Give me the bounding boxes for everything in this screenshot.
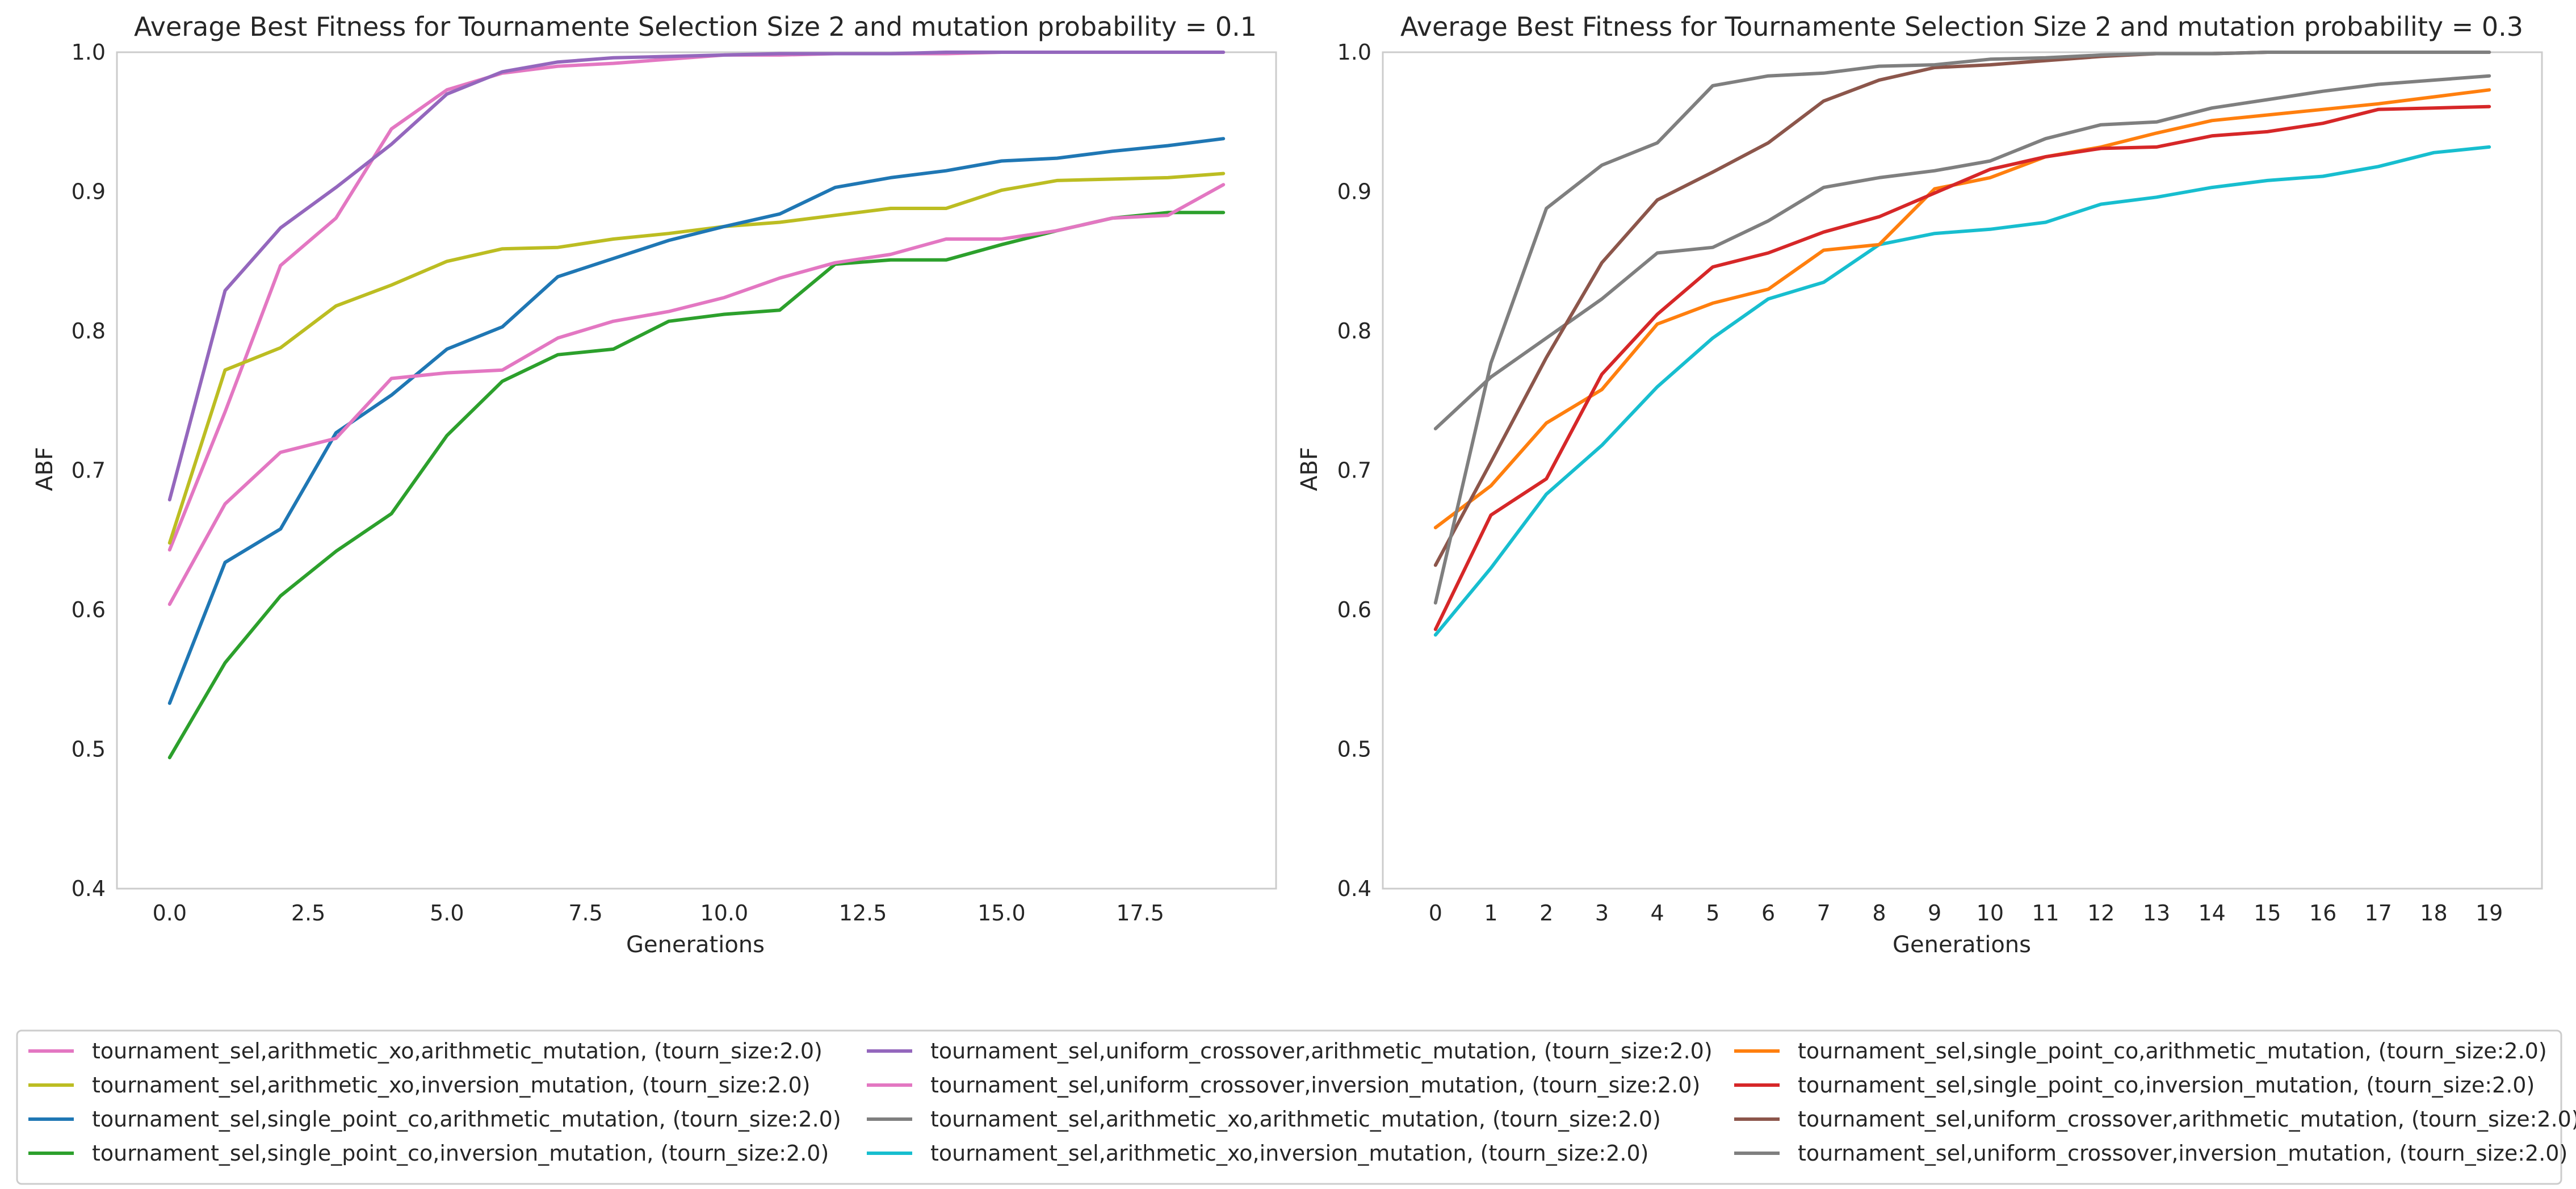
right-chart-title: Average Best Fitness for Tournamente Sel…	[1400, 11, 2523, 42]
legend-label: tournament_sel,uniform_crossover,inversi…	[930, 1073, 1700, 1098]
right-chart-xtick-label: 16	[2309, 901, 2336, 926]
left-chart-xtick-label: 7.5	[568, 901, 602, 926]
right-chart-series-line-4	[1433, 104, 2491, 631]
right-chart-series-line-3	[1433, 88, 2491, 530]
left-chart-ytick-label: 0.5	[72, 737, 106, 762]
legend-label: tournament_sel,single_point_co,inversion…	[92, 1141, 829, 1166]
right-chart-xtick-label: 11	[2032, 901, 2059, 926]
right-chart-xtick-label: 4	[1651, 901, 1664, 926]
left-chart-xtick-label: 5.0	[430, 901, 464, 926]
right-chart-xtick-label: 10	[1977, 901, 2004, 926]
right-chart-xtick-label: 3	[1595, 901, 1609, 926]
left-chart-series-line-2	[167, 171, 1226, 545]
legend-label: tournament_sel,uniform_crossover,arithme…	[1798, 1107, 2576, 1132]
left-chart-xtick-label: 12.5	[839, 901, 887, 926]
left-chart-series-line-6	[167, 183, 1226, 606]
left-chart-ytick-label: 0.4	[72, 876, 106, 901]
right-chart-xtick-label: 17	[2365, 901, 2392, 926]
left-chart-ytick-label: 0.9	[72, 179, 106, 204]
left-chart-ytick-label: 0.6	[72, 597, 106, 622]
right-chart-ytick-label: 0.8	[1337, 319, 1371, 344]
right-chart-xtick-label: 13	[2143, 901, 2170, 926]
left-chart-xtick-label: 17.5	[1116, 901, 1164, 926]
left-chart-ytick-label: 0.8	[72, 319, 106, 344]
right-chart-xtick-label: 8	[1872, 901, 1886, 926]
right-chart-xlabel: Generations	[1893, 932, 2031, 958]
right-chart-ytick-label: 0.6	[1337, 597, 1371, 622]
left-chart-ylabel: ABF	[32, 447, 58, 491]
right-chart-ytick-label: 0.5	[1337, 737, 1371, 762]
left-chart-xtick-label: 0.0	[153, 901, 187, 926]
right-chart-frame	[1382, 51, 2543, 890]
right-chart-xtick-label: 12	[2087, 901, 2114, 926]
right-chart-xtick-label: 1	[1484, 901, 1497, 926]
right-chart-series-line-6	[1433, 51, 2491, 605]
legend-label: tournament_sel,arithmetic_xo,inversion_m…	[92, 1073, 811, 1098]
legend-frame	[16, 1029, 2562, 1185]
right-chart-xtick-label: 0	[1429, 901, 1442, 926]
left-chart-title: Average Best Fitness for Tournamente Sel…	[134, 11, 1257, 42]
left-chart-frame	[116, 51, 1277, 890]
legend-label: tournament_sel,arithmetic_xo,arithmetic_…	[930, 1107, 1661, 1132]
left-chart-xlabel: Generations	[626, 932, 765, 958]
legend-label: tournament_sel,arithmetic_xo,inversion_m…	[930, 1141, 1649, 1166]
legend-label: tournament_sel,uniform_crossover,inversi…	[1798, 1141, 2567, 1166]
right-chart-ytick-label: 0.7	[1337, 458, 1371, 483]
left-chart-series-line-1	[167, 51, 1226, 552]
right-chart-xtick-label: 5	[1706, 901, 1719, 926]
right-chart: Average Best Fitness for Tournamente Sel…	[1297, 11, 2543, 958]
right-chart-xtick-label: 15	[2254, 901, 2281, 926]
right-chart-ylabel: ABF	[1297, 447, 1323, 491]
right-chart-ytick-label: 1.0	[1337, 40, 1371, 65]
left-chart-xtick-label: 15.0	[977, 901, 1026, 926]
left-chart-series-line-4	[167, 211, 1226, 760]
right-chart-ytick-label: 0.4	[1337, 876, 1371, 901]
right-chart-series-line-2	[1433, 145, 2491, 637]
right-chart-xtick-label: 2	[1539, 901, 1553, 926]
left-chart: Average Best Fitness for Tournamente Sel…	[32, 11, 1277, 958]
left-chart-series-line-5	[167, 51, 1226, 502]
left-chart-xtick-label: 10.0	[700, 901, 749, 926]
right-chart-xtick-label: 7	[1817, 901, 1831, 926]
right-chart-xtick-label: 6	[1761, 901, 1775, 926]
legend-label: tournament_sel,arithmetic_xo,arithmetic_…	[92, 1039, 823, 1064]
legend-label: tournament_sel,uniform_crossover,arithme…	[930, 1039, 1713, 1064]
legend-label: tournament_sel,single_point_co,arithmeti…	[1798, 1039, 2547, 1064]
legend-label: tournament_sel,single_point_co,inversion…	[1798, 1073, 2535, 1098]
left-chart-ytick-label: 1.0	[72, 40, 106, 65]
right-chart-ytick-label: 0.9	[1337, 179, 1371, 204]
right-chart-xtick-label: 14	[2198, 901, 2225, 926]
legend: tournament_sel,arithmetic_xo,arithmetic_…	[16, 1029, 2576, 1185]
left-chart-ytick-label: 0.7	[72, 458, 106, 483]
right-chart-series-line-5	[1433, 51, 2491, 567]
right-chart-xtick-label: 18	[2420, 901, 2447, 926]
right-chart-xtick-label: 9	[1928, 901, 1941, 926]
legend-label: tournament_sel,single_point_co,arithmeti…	[92, 1107, 841, 1132]
left-chart-xtick-label: 2.5	[291, 901, 325, 926]
right-chart-series-line-1	[1433, 74, 2491, 430]
right-chart-xtick-label: 19	[2476, 901, 2503, 926]
